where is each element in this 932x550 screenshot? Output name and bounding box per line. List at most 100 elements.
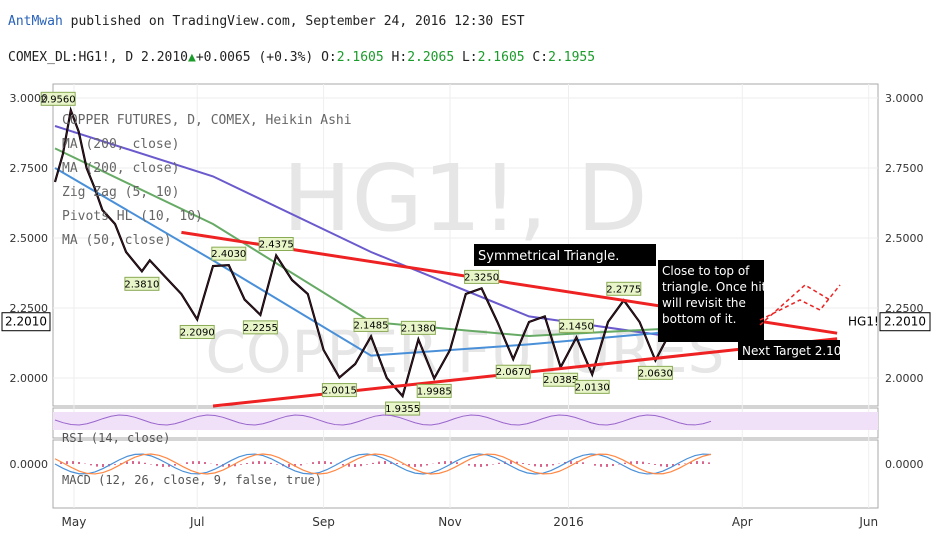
macd-line [54, 453, 712, 475]
annotation-next-target: Next Target 2.10 [742, 344, 841, 358]
rsi-band [53, 412, 878, 430]
o-label: O: [313, 50, 337, 65]
pivot-label-box [637, 365, 673, 380]
symbol-text: COMEX_DL:HG1!, D 2.2010 [8, 50, 189, 65]
published-text: published on TradingView.com, September … [62, 14, 525, 29]
y-tick-label-right: 2.5000 [885, 232, 924, 245]
pivot-label: 2.3810 [124, 279, 159, 290]
pivot-label-box [495, 364, 531, 379]
x-axis: MayJulSepNov2016AprJunAugOct2017 [62, 515, 879, 529]
indicator-legend: COPPER FUTURES, D, COMEX, Heikin Ashi MA … [62, 113, 352, 248]
x-tick-label: Jun [858, 515, 878, 529]
rsi-line [54, 414, 712, 426]
annotation-box [738, 340, 840, 360]
pivot-label: 1.9355 [385, 404, 420, 415]
rsi-band-fill [53, 412, 878, 430]
y-tick-label-left: 2.5000 [10, 232, 49, 245]
y-tick-label-left: 2.2500 [10, 302, 49, 315]
y-tick-label-right: 2.0000 [885, 372, 924, 385]
last-price-markers: 2.2010 2.2010 HG1! [1, 312, 931, 332]
pivot-label-box [400, 320, 436, 335]
last-price-right: 2.2010 [884, 315, 926, 329]
annotation-line: triangle. Once hit [662, 280, 767, 294]
macd-label: MACD (12, 26, close, 9, false, true) [62, 473, 322, 487]
l-label: L: [454, 50, 478, 65]
pivot-label-box [353, 317, 389, 332]
y-tick-label-right: 3.0000 [885, 92, 924, 105]
pivot-label-box [543, 372, 579, 387]
h-value: 2.2065 [407, 50, 455, 65]
up-arrow-icon: ▲ [188, 50, 196, 65]
pivot-label: 2.0630 [638, 368, 673, 379]
projection-arrow [759, 284, 841, 321]
change-text: +0.0065 (+0.3%) [195, 50, 314, 65]
x-tick-label: Apr [732, 515, 753, 529]
projection-arrow [759, 284, 831, 326]
price-series [53, 106, 688, 399]
last-price-box-left [1, 312, 51, 332]
zigzag-line [54, 108, 688, 397]
pivot-label-box [606, 281, 642, 296]
annotation-line: bottom of it. [662, 312, 736, 326]
pivot-label: 2.1450 [559, 321, 594, 332]
pivot-label: 2.4030 [211, 249, 246, 260]
last-price-box-right [879, 312, 931, 332]
pivot-label-box [416, 383, 452, 398]
annotation-symmetrical-triangle: Symmetrical Triangle. [478, 249, 619, 264]
indicator-legend-item: Zig Zag (5, 10) [62, 185, 179, 200]
pivot-label-box [385, 401, 421, 416]
author-name[interactable]: AntMwah [8, 14, 63, 29]
rsi-label: RSI (14, close) [62, 431, 170, 445]
pivot-label: 2.1485 [354, 320, 389, 331]
y-tick-label-left: 2.7500 [10, 162, 49, 175]
h-label: H: [383, 50, 408, 65]
pivot-label: 2.2090 [180, 327, 215, 338]
x-tick-label: Jul [189, 515, 204, 529]
ma-line [54, 167, 688, 357]
pivot-label-box [242, 320, 278, 335]
pivot-label: 2.4375 [259, 240, 294, 251]
pivot-label: 2.0130 [575, 382, 610, 393]
macd-tick-left: 0.0000 [10, 458, 49, 471]
indicator-legend-item: MA (50, close) [62, 233, 172, 248]
pivot-label: 1.9985 [417, 386, 452, 397]
publish-header: AntMwah published on TradingView.com, Se… [8, 14, 525, 29]
o-value: 2.1605 [336, 50, 384, 65]
l-value: 2.1605 [477, 50, 525, 65]
y-axis: 3.0000 3.0000 2.7500 2.7500 2.5000 2.5000 2.25… [10, 92, 924, 385]
pivot-label: 2.3250 [464, 272, 499, 283]
indicator-legend-item: MA (200, close) [62, 161, 179, 176]
c-value: 2.1955 [548, 50, 596, 65]
pivot-label: 2.0385 [543, 375, 578, 386]
subpanel-labels: 0.0000 0.0000 RSI (14, close) MACD (12, 26,… [10, 414, 924, 487]
pivot-label-box [40, 91, 76, 106]
x-tick-label: Sep [312, 515, 335, 529]
annotation-close-to-top: Close to top of triangle. Once hit will re… [662, 264, 767, 326]
y-tick-label-right: 2.2500 [885, 302, 924, 315]
indicator-legend-item: MA (200, close) [62, 137, 179, 152]
y-tick-label-right: 2.7500 [885, 162, 924, 175]
pivot-label: 2.2255 [243, 323, 278, 334]
symbol-tag: HG1! [848, 315, 879, 329]
annotation-line: will revisit the [662, 296, 746, 310]
pivot-label: 2.2775 [606, 284, 641, 295]
indicator-legend-item: COPPER FUTURES, D, COMEX, Heikin Ashi [62, 113, 352, 128]
pivot-label-box [211, 246, 247, 261]
c-label: C: [524, 50, 549, 65]
y-tick-label-left: 2.0000 [10, 372, 49, 385]
annotations: Symmetrical Triangle. Close to top of tria… [474, 244, 841, 360]
y-tick-label-left: 3.0000 [10, 92, 49, 105]
indicator-legend-item: Pivots HL (10, 10) [62, 209, 203, 224]
pivot-label-box [464, 269, 500, 284]
x-tick-label: 2016 [553, 515, 584, 529]
pivot-label: 2.9560 [41, 94, 76, 105]
pivot-label-box [124, 276, 160, 291]
pivot-labels: 2.9560 2.3810 2.2090 2.4030 2.2255 2.4375 2.00… [40, 91, 673, 416]
last-price-left: 2.2010 [5, 315, 47, 329]
pivot-label-box [574, 379, 610, 394]
x-tick-label: Nov [438, 515, 461, 529]
watermark-symbol: HG1!, D [282, 145, 647, 252]
macd-tick-right: 0.0000 [885, 458, 924, 471]
pivot-label: 2.0670 [496, 367, 531, 378]
